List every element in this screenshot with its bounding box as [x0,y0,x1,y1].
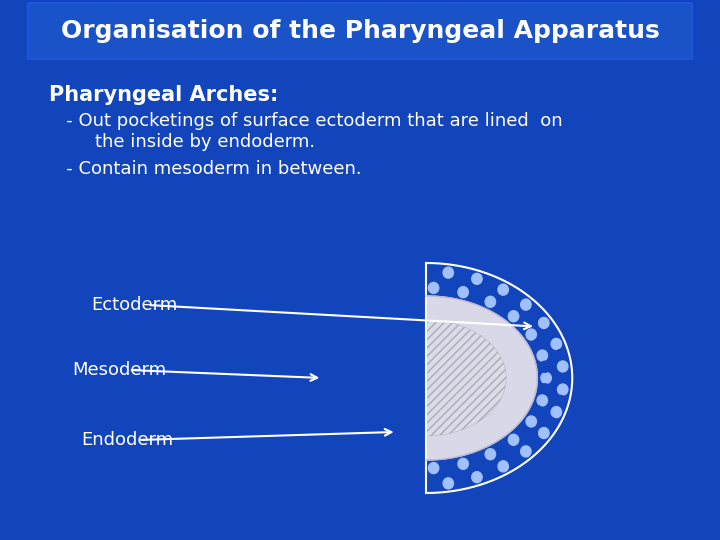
Circle shape [557,384,568,395]
Circle shape [551,407,562,417]
Text: the inside by endoderm.: the inside by endoderm. [49,133,315,151]
Circle shape [458,287,468,298]
Text: Mesoderm: Mesoderm [72,361,166,379]
Text: Endoderm: Endoderm [81,431,174,449]
Circle shape [533,339,543,350]
Circle shape [485,278,495,289]
Circle shape [541,373,552,383]
Text: Organisation of the Pharyngeal Apparatus: Organisation of the Pharyngeal Apparatus [60,19,660,43]
Circle shape [498,442,508,453]
Circle shape [558,373,569,383]
Circle shape [485,449,495,460]
Circle shape [472,471,482,483]
Circle shape [540,361,550,372]
Circle shape [546,328,556,339]
Circle shape [540,384,550,395]
Circle shape [443,267,454,278]
Circle shape [458,475,468,487]
Circle shape [498,461,508,472]
Circle shape [526,416,536,427]
Circle shape [472,454,482,465]
FancyBboxPatch shape [28,3,692,59]
Circle shape [526,329,536,340]
Polygon shape [426,263,572,493]
Text: - Contain mesoderm in between.: - Contain mesoderm in between. [49,160,361,178]
Circle shape [557,361,568,372]
Circle shape [428,282,438,293]
Circle shape [510,291,521,302]
Circle shape [537,350,547,361]
Circle shape [428,266,438,277]
Circle shape [458,269,468,281]
Circle shape [546,417,556,428]
Circle shape [508,434,518,446]
Text: Pharyngeal Arches:: Pharyngeal Arches: [49,85,278,105]
Circle shape [521,299,531,310]
PathPatch shape [426,320,506,436]
Circle shape [531,437,541,448]
Circle shape [510,454,521,465]
Circle shape [508,310,518,322]
Circle shape [539,428,549,438]
Circle shape [498,284,508,295]
Circle shape [555,349,565,361]
Circle shape [472,273,482,285]
Circle shape [555,395,565,407]
Circle shape [443,478,454,489]
Circle shape [498,303,508,314]
Circle shape [531,308,541,319]
Circle shape [458,458,468,469]
Circle shape [472,291,482,302]
Circle shape [518,426,528,436]
Circle shape [537,395,547,406]
Circle shape [521,446,531,457]
Text: - Out pocketings of surface ectoderm that are lined  on: - Out pocketings of surface ectoderm tha… [49,112,562,130]
Circle shape [539,318,549,328]
Circle shape [428,479,438,490]
Text: Ectoderm: Ectoderm [91,296,177,314]
Polygon shape [426,320,506,436]
Circle shape [485,467,495,478]
Circle shape [518,320,528,330]
Polygon shape [426,296,537,460]
Circle shape [444,461,454,472]
Circle shape [444,284,454,295]
Circle shape [485,296,495,307]
Circle shape [551,339,562,349]
Circle shape [428,463,438,474]
Circle shape [533,406,543,417]
